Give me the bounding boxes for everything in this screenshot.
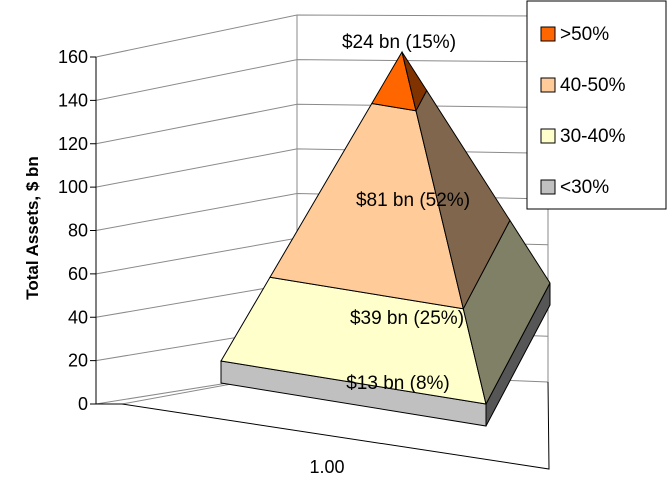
y-tick-label: 100 bbox=[58, 177, 88, 197]
y-tick-label: 60 bbox=[68, 264, 88, 284]
segment-label: $81 bn (52%) bbox=[356, 190, 470, 211]
gridline bbox=[95, 103, 549, 145]
y-tick-label: 0 bbox=[78, 394, 88, 414]
y-axis-title: Total Assets, $ bn bbox=[23, 156, 42, 300]
segment-labels: $13 bn (8%) $39 bn (25%) $81 bn (52%) $24 b… bbox=[342, 32, 470, 394]
segment-label: $13 bn (8%) bbox=[346, 373, 450, 394]
y-tick-label: 160 bbox=[58, 47, 88, 67]
y-tick-label: 20 bbox=[68, 351, 88, 371]
pyramid bbox=[220, 50, 551, 427]
legend-swatch bbox=[540, 128, 556, 144]
y-axis: 0 20 40 60 80 100 120 140 160 bbox=[58, 47, 97, 414]
floor-front-edge bbox=[121, 381, 550, 470]
gridline bbox=[95, 59, 549, 101]
y-tick-label: 80 bbox=[68, 221, 88, 241]
y-tick-label: 40 bbox=[68, 307, 88, 327]
segment-label: $24 bn (15%) bbox=[342, 32, 456, 53]
legend-label: 40-50% bbox=[560, 75, 626, 96]
segment-side bbox=[401, 51, 428, 113]
segment-label: $39 bn (25%) bbox=[350, 308, 464, 329]
legend-swatch bbox=[540, 77, 556, 93]
legend-label: 30-40% bbox=[560, 126, 626, 147]
legend-label: >50% bbox=[560, 24, 609, 45]
legend-swatch bbox=[540, 179, 556, 195]
y-tick-label: 140 bbox=[58, 90, 88, 110]
y-tick-label: 120 bbox=[58, 134, 88, 154]
legend-swatch bbox=[540, 26, 556, 42]
gridline bbox=[95, 14, 549, 58]
legend-label: <30% bbox=[560, 177, 609, 198]
x-tick-label: 1.00 bbox=[309, 457, 344, 477]
legend: >50% 40-50% 30-40% <30% bbox=[526, 0, 667, 210]
